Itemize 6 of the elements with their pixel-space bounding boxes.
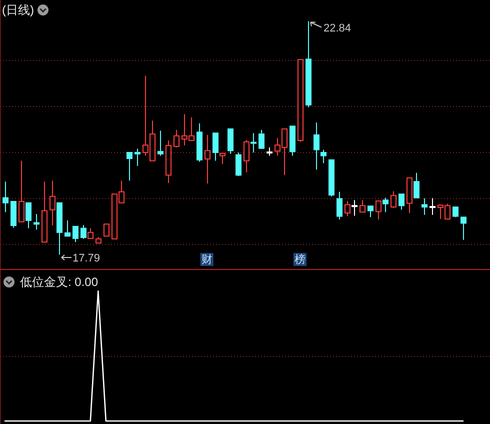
x-tick-label: 财 [201, 253, 212, 266]
x-tick-label: 榜 [294, 253, 306, 266]
annotation: 22.84 [324, 22, 352, 34]
chart-title: (日线) [2, 3, 34, 17]
annotation: 17.79 [72, 252, 100, 264]
chart-title: 低位金叉: 0.00 [20, 275, 98, 289]
